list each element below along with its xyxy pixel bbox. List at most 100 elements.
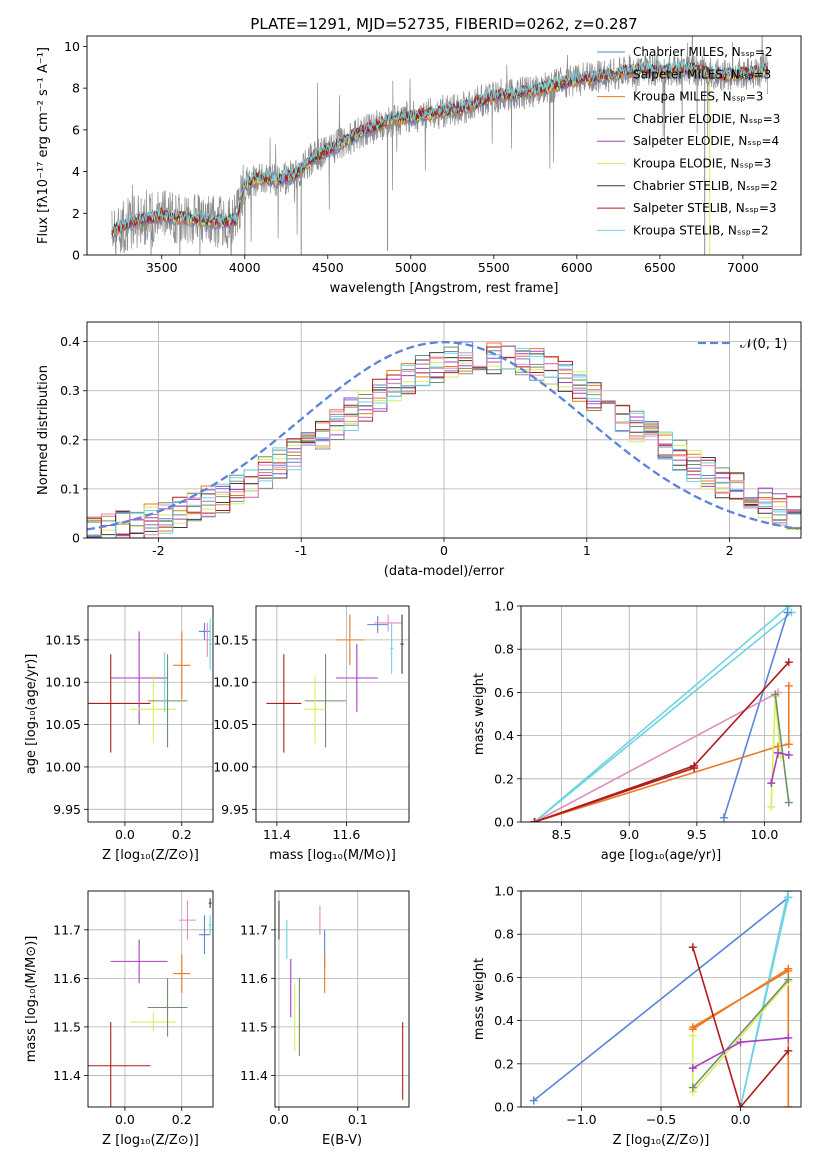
weight-vs-z-marker-4-1 — [784, 964, 793, 973]
age-vs-z-frame — [87, 605, 214, 823]
spectrum-ytick-label-0: 0 — [72, 248, 80, 263]
weight-vs-age-ytick-label-1: 0.2 — [494, 771, 514, 786]
legend-label-8: Kroupa STELIB, Nₛₛₚ=2 — [633, 223, 769, 237]
mass-vs-z-frame — [87, 890, 214, 1108]
mass-vs-z-xtick-label-1: 0.2 — [172, 1112, 192, 1127]
weight-vs-age-xtick-label-0: 8.5 — [552, 827, 572, 842]
weight-vs-age-ytick-label-0: 0.0 — [494, 815, 514, 830]
age-vs-z-xlabel: Z [log₁₀(Z/Z⊙)] — [102, 848, 199, 863]
normal-legend-label: 𝒩(0, 1) — [740, 337, 787, 352]
mass-vs-ebv-plot-area — [278, 900, 404, 1100]
weight-vs-z-marker-8-0 — [688, 1064, 697, 1073]
mass-vs-z-ylabel: mass [log₁₀(M/M⊙)] — [24, 936, 39, 1063]
weight-vs-z-marker-0-0 — [529, 1096, 538, 1105]
residual-hist-xtick-label-3: 1 — [583, 543, 591, 558]
age-vs-z-xtick-label-0: 0.0 — [115, 827, 135, 842]
age-vs-z-ytick-label-4: 10.15 — [45, 632, 81, 647]
age-vs-mass-xlabel: mass [log₁₀(M/M⊙)] — [269, 848, 396, 863]
weight-vs-z-marker-8-1 — [736, 1038, 745, 1047]
weight-vs-age-marker-4-3 — [784, 681, 793, 690]
residual-hist-xlabel: (data-model)/error — [384, 564, 505, 579]
weight-vs-age-xtick-label-2: 9.5 — [687, 827, 707, 842]
legend-label-2: Kroupa MILES, Nₛₛₚ=3 — [633, 90, 763, 104]
weight-vs-z-marker-2-1 — [784, 893, 793, 902]
spectrum-frame — [86, 35, 802, 256]
residual-hist-ytick-label-0: 0 — [72, 531, 80, 546]
weight-vs-z-marker-7-1 — [784, 975, 793, 984]
age-vs-z-xtick-label-1: 0.2 — [172, 827, 192, 842]
weight-vs-age-line-6 — [534, 767, 695, 822]
mass-vs-ebv-ytick-label-3: 11.7 — [240, 922, 268, 937]
mass-vs-z-ytick-label-3: 11.7 — [53, 922, 81, 937]
spectrum-plot-area — [111, 36, 769, 255]
residual-hist-ytick-label-3: 0.3 — [60, 383, 80, 398]
weight-vs-age-marker-8-1 — [784, 798, 793, 807]
spectrum-title: PLATE=1291, MJD=52735, FIBERID=0262, z=0… — [250, 15, 637, 33]
age-vs-mass-ytick-label-1: 10.00 — [213, 759, 249, 774]
weight-vs-z-xlabel: Z [log₁₀(Z/Z⊙)] — [613, 1133, 710, 1148]
age-vs-mass-xtick-label-0: 11.4 — [263, 827, 291, 842]
weight-vs-z-line-0 — [533, 896, 789, 1102]
weight-vs-age-line-8 — [774, 694, 790, 803]
weight-vs-age-line-4 — [534, 685, 790, 822]
weight-vs-z-panel: −1.0 −0.5 0.0 0.0 0.2 0.4 0.6 0.8 1.0 Z [log₁₀(Z/… — [472, 884, 802, 1148]
weight-vs-z-ylabel: mass weight — [472, 958, 487, 1040]
residual-hist-xtick-label-1: -1 — [295, 543, 307, 558]
mass-vs-z-plot-area — [88, 898, 212, 1107]
residual-plot-area — [87, 341, 801, 538]
spectrum-xlabel: wavelength [Angstrom, rest frame] — [330, 281, 559, 296]
spectrum-xtick-label-3: 5000 — [395, 260, 427, 275]
spectrum-model-salpeter-stelib — [111, 60, 769, 233]
weight-vs-age-marker-0-1 — [784, 606, 793, 610]
mass-vs-ebv-xlabel: E(B-V) — [322, 1133, 362, 1148]
weight-vs-age-line-7 — [770, 696, 782, 807]
residual-hist-xtick-label-2: 0 — [440, 543, 448, 558]
residual-hist-xtick-label-0: -2 — [152, 543, 164, 558]
spectrum-xtick-label-0: 3500 — [146, 260, 178, 275]
weight-vs-z-xtick-label-2: 0.0 — [731, 1112, 751, 1127]
weight-vs-age-line-2 — [723, 612, 789, 818]
mass-vs-ebv-ytick-label-2: 11.6 — [240, 971, 268, 986]
spectrum-xtick-label-4: 5500 — [478, 260, 510, 275]
residual-panel: -2 -1 0 1 2 0 0.1 0.2 0.3 0.4 (data-model)/error No… — [36, 321, 802, 579]
legend-label-6: Chabrier STELIB, Nₛₛₚ=2 — [633, 179, 778, 193]
spectrum-xtick-label-5: 6000 — [561, 260, 593, 275]
spectrum-xtick-label-7: 7000 — [727, 260, 759, 275]
mass-vs-z-ytick-label-2: 11.6 — [53, 971, 81, 986]
weight-vs-age-line-5 — [534, 661, 790, 822]
age-vs-mass-ytick-label-2: 10.05 — [213, 717, 249, 732]
weight-vs-z-marker-5-1 — [736, 1103, 745, 1107]
weight-vs-z-marker-5-0 — [688, 943, 697, 952]
weight-vs-age-ytick-label-3: 0.6 — [494, 685, 514, 700]
age-vs-z-ytick-label-1: 10.00 — [45, 759, 81, 774]
weight-vs-z-ytick-label-0: 0.0 — [494, 1100, 514, 1115]
spectrum-ytick-label-1: 2 — [72, 206, 80, 221]
age-vs-z-panel: 0.0 0.2 9.95 10.00 10.05 10.10 10.15 Z [log₁₀(Z… — [24, 605, 214, 863]
weight-vs-z-marker-6-0 — [688, 1031, 697, 1040]
mass-vs-z-xtick-label-0: 0.0 — [115, 1112, 135, 1127]
weight-vs-age-marker-9-0 — [767, 779, 776, 788]
mass-vs-ebv-panel: 0.0 0.1 11.4 11.5 11.6 11.7 E(B-V) — [240, 890, 410, 1148]
spectrum-ylabel: Flux [fλ10⁻¹⁷ erg cm⁻² s⁻¹ A⁻¹] — [36, 47, 51, 244]
legend-label-3: Chabrier ELODIE, Nₛₛₚ=3 — [633, 112, 780, 126]
age-vs-mass-ytick-label-0: 9.95 — [221, 802, 249, 817]
weight-vs-z-marker-5-2 — [784, 1046, 793, 1055]
weight-vs-age-marker-2-1 — [783, 608, 792, 617]
normal-curve — [87, 341, 799, 531]
weight-vs-age-ytick-label-4: 0.8 — [494, 642, 514, 657]
weight-vs-z-line-7 — [692, 979, 789, 1089]
legend-label-7: Salpeter STELIB, Nₛₛₚ=3 — [633, 201, 777, 215]
age-vs-z-ytick-label-0: 9.95 — [53, 802, 81, 817]
weight-vs-age-marker-5-2 — [784, 658, 793, 667]
mass-vs-ebv-xtick-label-1: 0.1 — [348, 1112, 368, 1127]
weight-vs-age-xlabel: age [log₁₀(age/yr)] — [601, 848, 722, 863]
residual-hist-ytick-label-2: 0.2 — [60, 432, 80, 447]
weight-vs-age-line-0 — [533, 606, 790, 822]
residual-hist-ylabel: Normed distribution — [36, 365, 51, 495]
age-vs-z-ylabel: age [log₁₀(age/yr)] — [24, 654, 39, 775]
weight-vs-z-line-2 — [739, 897, 790, 1107]
weight-vs-z-marker-8-2 — [784, 1033, 793, 1042]
weight-vs-z-line-4 — [692, 968, 789, 1030]
spectrum-ytick-label-5: 10 — [64, 39, 80, 54]
weight-vs-z-marker-3-2 — [784, 1103, 793, 1107]
